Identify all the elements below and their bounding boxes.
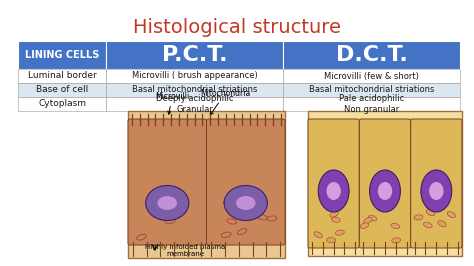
- FancyBboxPatch shape: [308, 119, 359, 248]
- Ellipse shape: [336, 230, 344, 235]
- Ellipse shape: [438, 221, 446, 227]
- Ellipse shape: [426, 210, 435, 216]
- Ellipse shape: [330, 211, 338, 217]
- Ellipse shape: [237, 229, 247, 235]
- Ellipse shape: [327, 238, 336, 243]
- Ellipse shape: [146, 185, 189, 221]
- Text: Basal mitochondrial striations: Basal mitochondrial striations: [309, 85, 434, 94]
- Bar: [106, 83, 283, 97]
- Ellipse shape: [221, 232, 231, 238]
- Ellipse shape: [327, 182, 341, 200]
- Text: Microvilli: Microvilli: [155, 92, 189, 114]
- Ellipse shape: [157, 196, 177, 210]
- Text: Microvilli (few & short): Microvilli (few & short): [324, 72, 419, 81]
- Ellipse shape: [364, 217, 372, 223]
- Ellipse shape: [167, 198, 176, 204]
- Ellipse shape: [423, 222, 432, 228]
- Bar: [18, 41, 106, 69]
- Text: Mitochondria: Mitochondria: [200, 89, 250, 115]
- Bar: [283, 83, 460, 97]
- Ellipse shape: [165, 207, 175, 212]
- Text: Microvilli ( brush appearance): Microvilli ( brush appearance): [132, 72, 258, 81]
- Bar: [283, 97, 460, 111]
- FancyBboxPatch shape: [359, 119, 410, 248]
- Ellipse shape: [137, 234, 146, 240]
- Text: D.C.T.: D.C.T.: [336, 45, 408, 65]
- Text: Deeply acidophilic
Granular: Deeply acidophilic Granular: [156, 94, 234, 114]
- Ellipse shape: [331, 217, 340, 222]
- Ellipse shape: [447, 212, 456, 218]
- Ellipse shape: [318, 170, 349, 212]
- Text: Luminal border: Luminal border: [28, 72, 97, 81]
- Text: Highly infolded plasma
membrane: Highly infolded plasma membrane: [145, 244, 225, 257]
- Bar: [308, 111, 462, 256]
- Text: Pale acidophilic
Non granular: Pale acidophilic Non granular: [339, 94, 404, 114]
- Bar: [106, 97, 283, 111]
- Bar: [283, 41, 460, 69]
- Ellipse shape: [227, 219, 237, 224]
- Ellipse shape: [314, 232, 322, 238]
- Text: Base of cell: Base of cell: [36, 85, 88, 94]
- Bar: [18, 69, 106, 83]
- Ellipse shape: [224, 185, 267, 221]
- Text: Histological structure: Histological structure: [133, 18, 341, 37]
- Ellipse shape: [236, 196, 255, 210]
- Ellipse shape: [414, 215, 423, 220]
- Bar: [283, 69, 460, 83]
- Ellipse shape: [392, 238, 401, 243]
- Ellipse shape: [360, 223, 369, 228]
- Ellipse shape: [267, 216, 277, 221]
- Ellipse shape: [421, 170, 452, 212]
- Bar: [106, 41, 283, 69]
- Ellipse shape: [257, 215, 267, 220]
- Ellipse shape: [224, 200, 233, 206]
- Text: LINING CELLS: LINING CELLS: [25, 50, 100, 60]
- Ellipse shape: [165, 218, 175, 224]
- Text: P.C.T.: P.C.T.: [162, 45, 228, 65]
- FancyBboxPatch shape: [410, 119, 462, 248]
- Ellipse shape: [370, 170, 401, 212]
- Bar: [18, 83, 106, 97]
- Ellipse shape: [155, 204, 165, 209]
- Ellipse shape: [368, 215, 377, 221]
- Ellipse shape: [159, 199, 168, 206]
- Ellipse shape: [391, 223, 400, 229]
- Ellipse shape: [378, 182, 392, 200]
- FancyBboxPatch shape: [128, 119, 207, 245]
- Bar: [106, 69, 283, 83]
- Bar: [18, 97, 106, 111]
- Ellipse shape: [429, 182, 444, 200]
- Bar: [128, 111, 285, 258]
- FancyBboxPatch shape: [207, 119, 285, 245]
- Text: Cytoplasm: Cytoplasm: [38, 99, 86, 109]
- Text: Basal mitochondrial striations: Basal mitochondrial striations: [132, 85, 257, 94]
